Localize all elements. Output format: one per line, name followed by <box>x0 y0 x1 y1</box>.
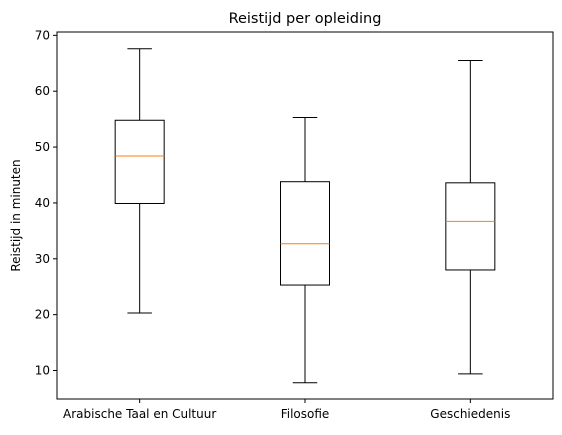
y-tick-label: 50 <box>35 140 50 154</box>
box-group <box>114 48 165 314</box>
x-tick-label: Arabische Taal en Cultuur <box>63 407 216 421</box>
iqr-box <box>114 119 165 204</box>
box-group <box>280 116 330 384</box>
x-tick-label: Geschiedenis <box>430 407 510 421</box>
y-axis-label: Reistijd in minuten <box>9 159 23 271</box>
y-tick-label: 10 <box>35 364 50 378</box>
x-axis: Arabische Taal en Cultuur Filosofie Geschi… <box>63 399 510 421</box>
y-tick-label: 60 <box>35 84 50 98</box>
y-tick-label: 20 <box>35 308 50 322</box>
plot-area <box>114 48 496 384</box>
iqr-box <box>445 182 496 271</box>
y-axis: 10 20 30 40 50 60 70 <box>35 28 57 378</box>
y-tick-label: 40 <box>35 196 50 210</box>
y-tick-label: 30 <box>35 252 50 266</box>
chart-title: Reistijd per opleiding <box>229 11 382 27</box>
box-group <box>445 59 496 375</box>
iqr-box <box>280 181 330 286</box>
x-tick-label: Filosofie <box>281 407 330 421</box>
y-tick-label: 70 <box>35 28 50 42</box>
